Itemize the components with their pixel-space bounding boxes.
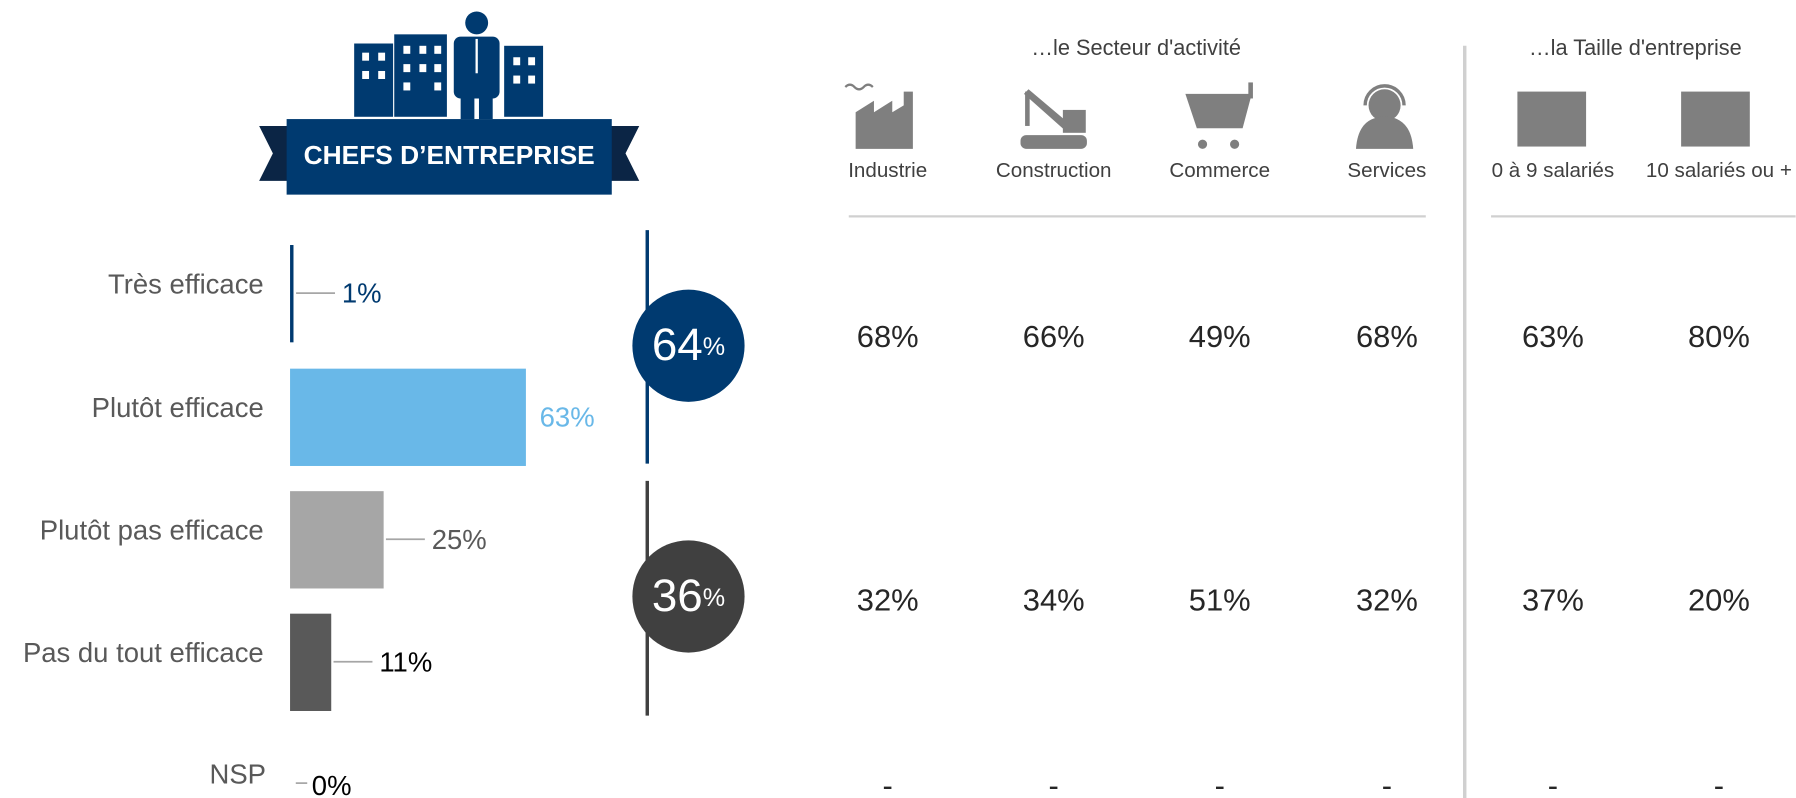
column-label: Industrie <box>848 159 927 182</box>
table-cell: 49% <box>1189 319 1251 354</box>
table-cell: 20% <box>1688 582 1750 617</box>
table-cell: - <box>1215 768 1225 798</box>
group-title: …la Taille d'entreprise <box>1529 35 1742 60</box>
bar <box>290 491 384 589</box>
header-emblem <box>259 11 640 195</box>
table-cell: 32% <box>1356 582 1418 617</box>
table-cell: 68% <box>857 319 919 354</box>
table-cell: - <box>1382 768 1392 798</box>
table-cell: 63% <box>1522 319 1584 354</box>
table-cell: - <box>1714 768 1724 798</box>
group-title: …le Secteur d'activité <box>1031 35 1241 60</box>
bar <box>290 368 526 466</box>
total-circle <box>632 540 745 653</box>
value-label: 63% <box>540 401 595 432</box>
column-label: 0 à 9 salariés <box>1492 159 1614 182</box>
table-cell: 51% <box>1189 582 1251 617</box>
table-cell: 32% <box>857 582 919 617</box>
value-label: 1% <box>342 278 382 309</box>
category-label: Plutôt pas efficace <box>40 515 264 546</box>
category-label: Plutôt efficace <box>92 392 264 423</box>
table-cell: 68% <box>1356 319 1418 354</box>
value-label: 25% <box>432 524 487 555</box>
category-label: Très efficace <box>108 268 264 299</box>
table-cell: 37% <box>1522 582 1584 617</box>
table-cell: - <box>1548 768 1558 798</box>
chart-title: CHEFS D’ENTREPRISE <box>304 140 595 170</box>
table-cell: 66% <box>1023 319 1085 354</box>
total-label: 64% <box>652 319 725 370</box>
bar <box>290 613 332 711</box>
table-cell: - <box>883 768 893 798</box>
column-icons <box>844 82 1750 149</box>
category-label: Pas du tout efficace <box>23 637 264 668</box>
category-label: NSP <box>210 758 266 789</box>
bar <box>290 245 294 343</box>
column-label: Services <box>1347 159 1426 182</box>
column-label: Commerce <box>1169 159 1270 182</box>
table-cell: - <box>1049 768 1059 798</box>
table-cell: 34% <box>1023 582 1085 617</box>
value-label: 11% <box>379 646 432 677</box>
total-circle <box>632 289 745 402</box>
column-label: 10 salariés ou + <box>1646 159 1792 182</box>
table-cell: 80% <box>1688 319 1750 354</box>
total-label: 36% <box>652 570 725 621</box>
value-label: 0% <box>312 770 352 798</box>
column-label: Construction <box>996 159 1112 182</box>
